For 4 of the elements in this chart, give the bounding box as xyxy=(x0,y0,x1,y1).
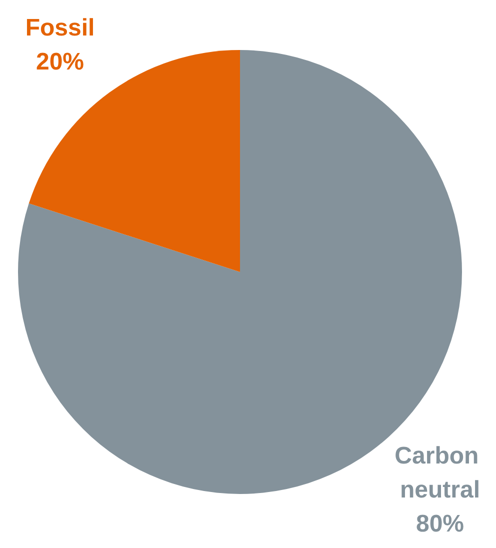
data-label: 80% xyxy=(416,510,464,538)
slice-label: Carbon neutral xyxy=(394,442,486,504)
data-label: 20% xyxy=(36,48,84,76)
slice-label: Fossil xyxy=(25,14,95,42)
